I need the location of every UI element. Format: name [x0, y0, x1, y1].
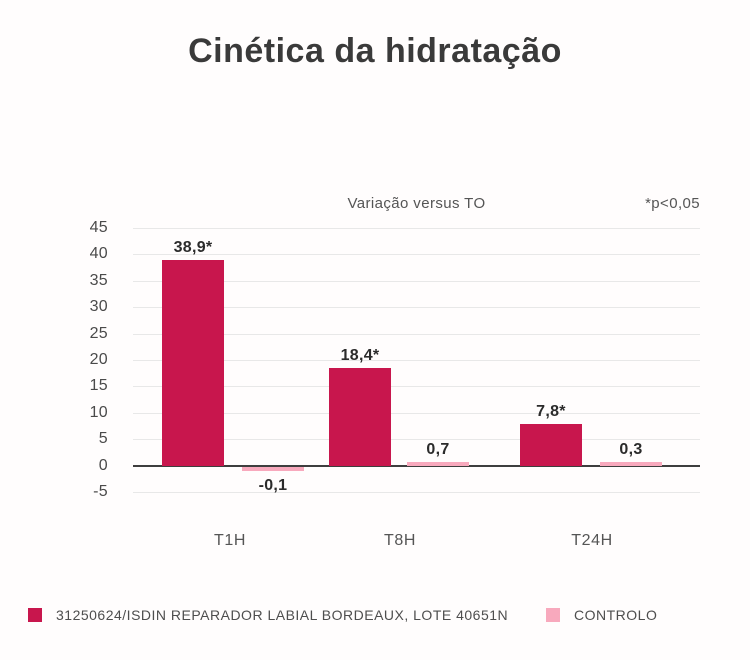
- gridline: [133, 228, 700, 229]
- gridline: [133, 333, 700, 335]
- significance-note: *p<0,05: [645, 195, 700, 212]
- x-axis-label-t1h: T1H: [213, 532, 247, 549]
- value-label-controlo-t24h: 0,3: [619, 440, 643, 458]
- x-axis-line: [133, 464, 700, 467]
- legend-item-product: 31250624/ISDIN REPARADOR LABIAL BORDEAUX…: [28, 607, 508, 623]
- bar-product-t24h: [520, 424, 582, 466]
- y-axis-tick-label: 20: [89, 351, 108, 368]
- chart-subtitle: Variação versus TO: [347, 195, 486, 212]
- gridline: [133, 360, 700, 361]
- bar-controlo-t1h: [242, 466, 304, 471]
- gridline: [133, 492, 700, 493]
- gridline: [133, 439, 700, 441]
- bar-product-t1h: [162, 260, 224, 466]
- bar-controlo-t8h: [407, 461, 469, 466]
- value-label-controlo-t1h: -0,1: [258, 476, 288, 494]
- product-swatch-icon: [28, 608, 42, 622]
- gridline: [133, 254, 700, 256]
- legend-item-controlo: CONTROLO: [546, 607, 657, 623]
- y-axis-tick-label: 10: [89, 403, 108, 421]
- gridline: [133, 280, 700, 282]
- y-axis-tick-label: -5: [93, 483, 108, 500]
- x-axis-label-t24h: T24H: [571, 532, 613, 549]
- gridline: [133, 307, 700, 309]
- y-axis-tick-label: 30: [89, 298, 108, 316]
- bar-product-t8h: [329, 368, 391, 466]
- controlo-swatch-icon: [546, 608, 560, 622]
- value-label-product-t24h: 7,8*: [536, 403, 566, 421]
- y-axis-tick-label: 45: [89, 219, 108, 236]
- legend-label-controlo: CONTROLO: [574, 607, 658, 623]
- y-axis-tick-label: 0: [98, 456, 108, 474]
- y-axis-tick-label: 25: [89, 324, 108, 342]
- chart-title: Cinética da hidratação: [188, 32, 562, 70]
- gridline: [133, 386, 700, 388]
- x-axis-label-t8h: T8H: [383, 532, 417, 549]
- plot-area: 45 40 35 30 25 20 15 10 5 0 -5 38,9* 18,4* 7,8* -0,1 0,…: [90, 219, 700, 549]
- bar-controlo-t24h: [600, 461, 662, 466]
- y-axis-tick-label: 35: [89, 271, 108, 289]
- y-axis-tick-label: 5: [98, 430, 108, 448]
- legend-label-product: 31250624/ISDIN REPARADOR LABIAL BORDEAUX…: [56, 607, 509, 623]
- value-label-product-t8h: 18,4*: [340, 347, 380, 365]
- value-label-product-t1h: 38,9*: [173, 239, 213, 257]
- value-label-controlo-t8h: 0,7: [426, 440, 450, 458]
- gridline: [133, 412, 700, 414]
- y-axis-tick-label: 40: [89, 245, 108, 263]
- y-axis-tick-label: 15: [89, 377, 108, 395]
